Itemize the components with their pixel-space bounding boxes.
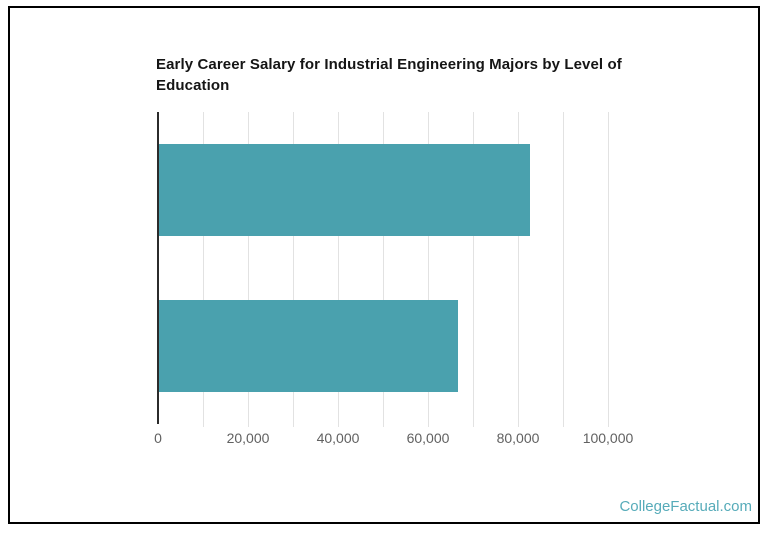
brand-link[interactable]: CollegeFactual.com [619,498,752,515]
x-tick-label: 80,000 [496,430,540,446]
gridline [383,112,384,427]
x-tick-label: 0 [154,430,162,446]
bar[interactable] [159,300,458,392]
gridline [473,112,474,427]
x-tick-label: 20,000 [226,430,270,446]
chart-title-line1: Early Career Salary for Industrial Engin… [156,56,622,73]
bar[interactable] [159,144,530,236]
x-tick-label: 60,000 [406,430,450,446]
y-axis-line [157,112,159,424]
gridline [518,112,519,427]
gridline [293,112,294,427]
chart-frame [8,6,760,524]
gridline [248,112,249,427]
x-tick-label: 40,000 [316,430,360,446]
chart-title-line2: Education [156,77,230,94]
gridline [203,112,204,427]
gridline [428,112,429,427]
gridline [563,112,564,427]
chart-title: Early Career Salary for Industrial Engin… [156,54,636,96]
gridline [338,112,339,427]
x-tick-label: 100,000 [582,430,634,446]
gridline [608,112,609,427]
